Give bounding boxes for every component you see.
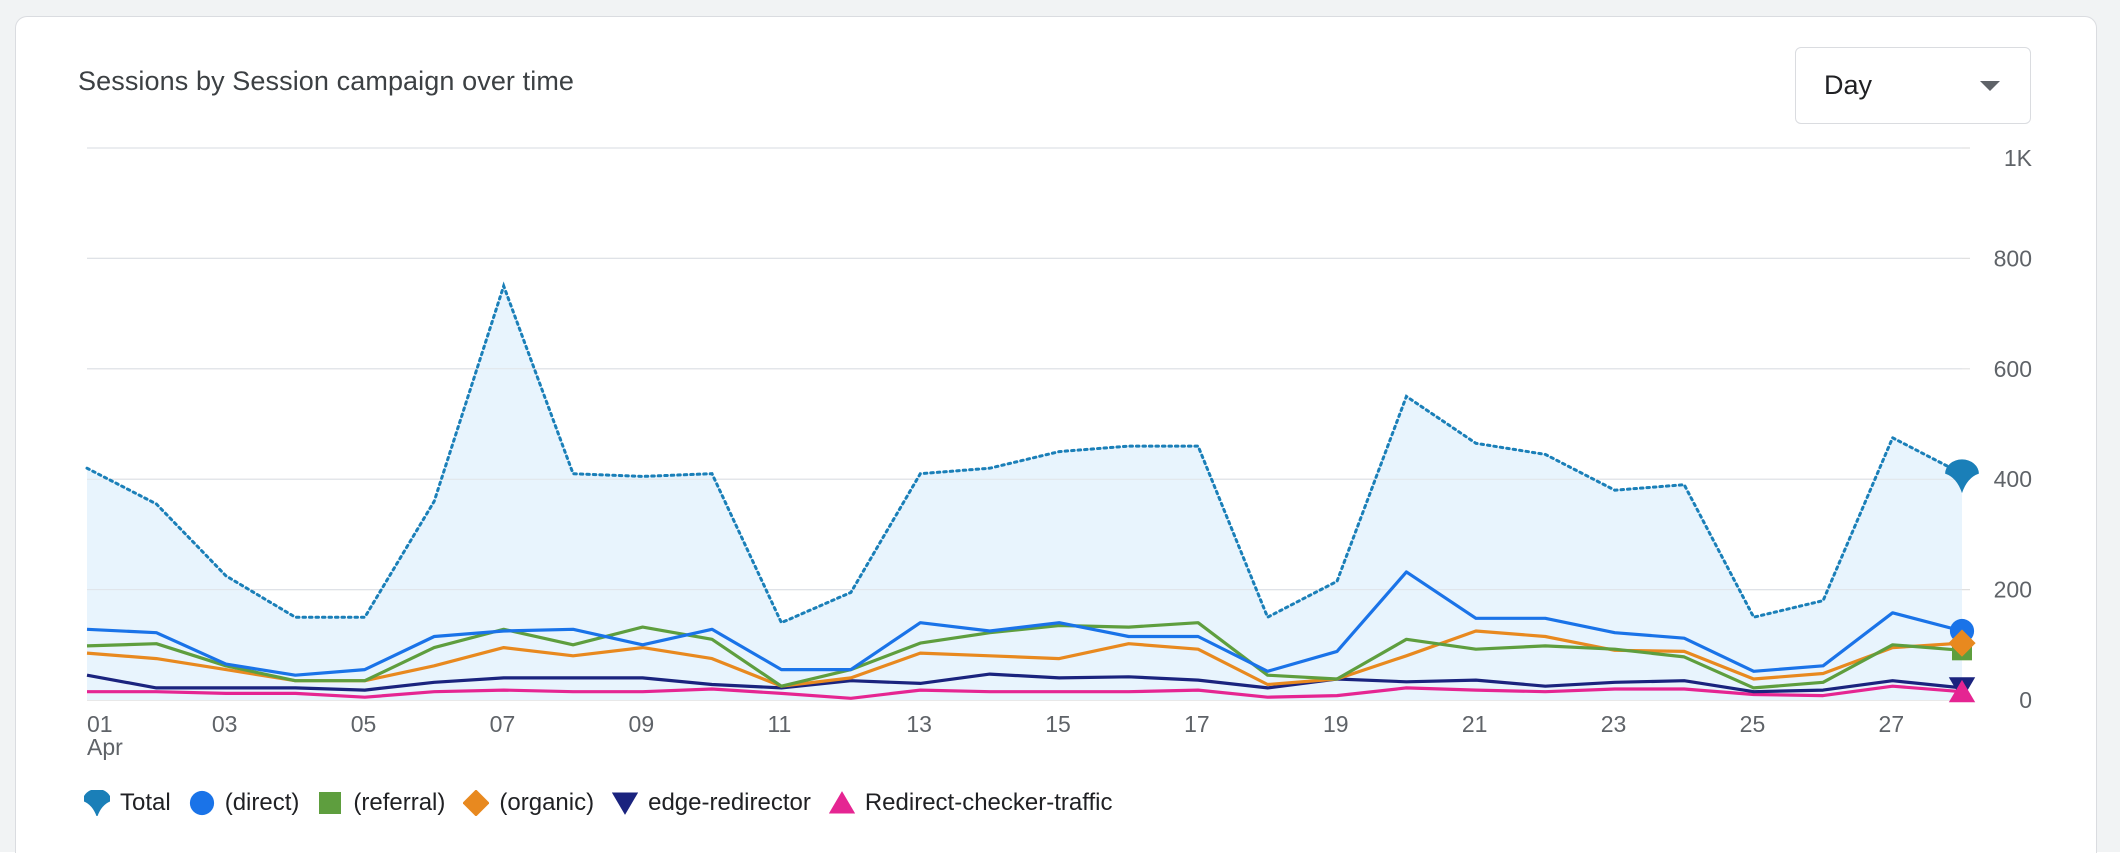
legend-item-edge_redirector[interactable]: edge-redirector: [612, 789, 811, 817]
series-line-referral: [86, 621, 1963, 690]
legend-label: (direct): [224, 789, 300, 816]
end-marker-total-shape: [1945, 459, 1979, 494]
x-tick-label: 07: [490, 711, 516, 737]
chart-legend: Total (direct) (referral) (organic) edge-red…: [84, 786, 1130, 820]
series-line-organic: [86, 629, 1963, 688]
x-tick-label: 09: [629, 711, 655, 737]
x-tick-label: 23: [1601, 711, 1627, 737]
legend-item-redirect_checker[interactable]: Redirect-checker-traffic: [828, 789, 1113, 817]
end-marker-organic: [1948, 629, 1976, 657]
legend-label: (referral): [353, 789, 446, 816]
series-line-edge_redirector: [86, 672, 1963, 694]
x-tick-label: 05: [351, 711, 377, 737]
y-tick-label: 200: [1994, 577, 2032, 603]
series-line-direct: [86, 570, 1963, 677]
x-tick-label: 03: [212, 711, 238, 737]
legend-marker-shape: [319, 792, 342, 814]
legend-marker-pin-icon: [84, 790, 110, 816]
granularity-selected-value: Day: [1824, 70, 1873, 100]
legend-marker-shape: [828, 791, 855, 814]
end-marker-total: [1945, 459, 1979, 494]
legend-marker-shape-shape: [84, 790, 110, 816]
legend-marker-shape: [189, 790, 214, 816]
y-tick-label: 600: [1994, 356, 2032, 382]
x-tick-label: 27: [1879, 711, 1905, 737]
chart-card: [15, 16, 2097, 853]
legend-marker-shape: [84, 790, 110, 816]
chevron-down-icon: [1980, 81, 2000, 91]
x-tick-label: 25: [1740, 711, 1766, 737]
legend-marker-circle-icon: [189, 790, 214, 816]
x-axis-month-label: Apr: [87, 734, 123, 760]
legend-item-direct[interactable]: (direct): [189, 789, 300, 817]
legend-marker-triangle-up-icon: [828, 791, 855, 814]
chart-title: Sessions by Session campaign over time: [78, 66, 575, 96]
legend-marker-diamond-icon: [463, 790, 490, 816]
series-line-redirect_checker: [87, 684, 1963, 700]
x-tick-label: 21: [1462, 711, 1488, 737]
legend-label: (organic): [499, 789, 595, 816]
legend-label: edge-redirector: [648, 789, 811, 816]
x-tick-label: 19: [1323, 711, 1349, 737]
end-marker-redirect_checker: [1948, 679, 1976, 703]
legend-item-organic[interactable]: (organic): [463, 789, 594, 817]
y-tick-label: 1K: [2004, 145, 2033, 171]
x-tick-label: 13: [906, 711, 932, 737]
legend-item-referral[interactable]: (referral): [317, 789, 445, 817]
legend-label: Total: [120, 789, 171, 816]
granularity-dropdown[interactable]: Day: [1795, 47, 2031, 124]
x-tick-label: 17: [1184, 711, 1210, 737]
legend-marker-square-icon: [319, 792, 342, 814]
legend-item-total[interactable]: Total: [84, 789, 171, 817]
x-tick-label: 15: [1045, 711, 1071, 737]
total-area: [87, 286, 1962, 700]
y-tick-label: 400: [1994, 466, 2032, 492]
legend-marker-shape: [463, 790, 490, 816]
series-line-total: [85, 281, 1964, 625]
legend-marker-triangle-down-icon: [612, 792, 639, 815]
legend-label: Redirect-checker-traffic: [864, 789, 1113, 816]
y-tick-label: 800: [1994, 245, 2032, 271]
y-tick-label: 0: [2019, 687, 2032, 713]
x-tick-label: 11: [767, 711, 791, 737]
x-tick-label: 01: [87, 711, 113, 737]
legend-marker-shape: [612, 792, 639, 815]
